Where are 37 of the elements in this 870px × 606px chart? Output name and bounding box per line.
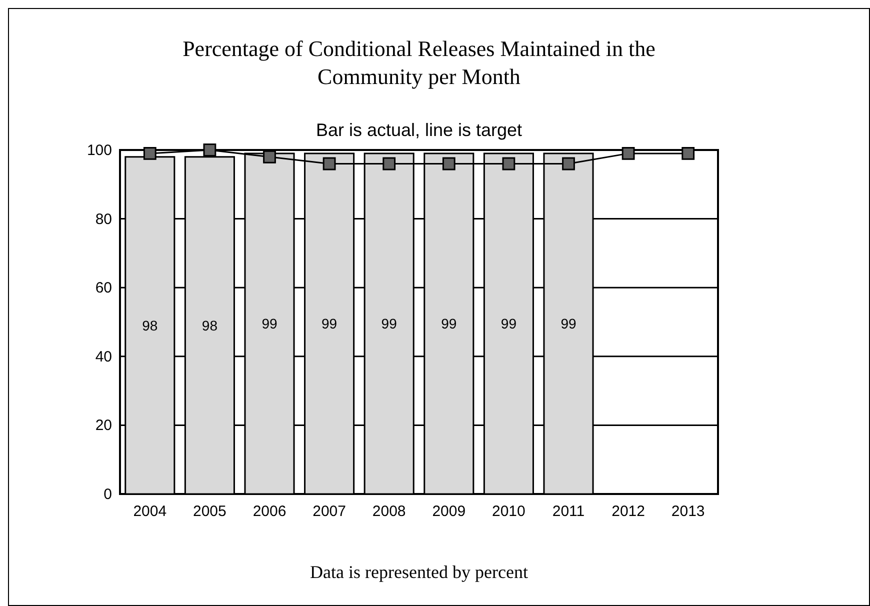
x-tick-label: 2012: [612, 503, 645, 520]
chart-title: Percentage of Conditional Releases Maintained in the Community per Month: [182, 36, 656, 89]
data-label: 99: [262, 316, 278, 332]
point: [203, 144, 216, 156]
x-tick-label: 2007: [312, 503, 346, 520]
x-tick-label: 2005: [193, 503, 226, 520]
point: [143, 146, 156, 160]
y-tick-label: 60: [95, 280, 112, 297]
data-label: 99: [322, 316, 338, 332]
y-tick-label: 40: [95, 348, 112, 366]
x-tick-label: 2008: [372, 503, 406, 520]
point: [442, 157, 456, 170]
y-tick-label: 20: [95, 417, 112, 434]
data-label: 99: [500, 316, 517, 332]
x-tick-label: 2004: [133, 503, 167, 520]
point: [263, 150, 276, 164]
point: [322, 157, 336, 170]
point: [502, 157, 516, 170]
text: Data is represented by percent: [310, 562, 528, 582]
x-tick-label: 2006: [252, 503, 286, 520]
x-tick-label: 2011: [552, 503, 585, 520]
chart-subtitle: Bar is actual, line is target: [316, 120, 522, 140]
point: [682, 146, 695, 160]
point: [562, 157, 575, 170]
y-tick-label: 80: [95, 210, 112, 228]
data-label: 99: [381, 316, 398, 332]
data-label: 98: [142, 317, 158, 334]
x-tick-label: 2013: [671, 503, 705, 520]
data-label: 99: [560, 316, 576, 332]
y-tick-label: 100: [86, 142, 112, 159]
x-tick-label: 2010: [492, 503, 526, 520]
point: [382, 157, 396, 170]
point: [622, 146, 635, 160]
data-label: 99: [441, 316, 457, 332]
y-tick-label: 0: [104, 486, 112, 503]
x-tick-label: 2009: [432, 503, 466, 520]
data-label: 98: [202, 317, 218, 334]
